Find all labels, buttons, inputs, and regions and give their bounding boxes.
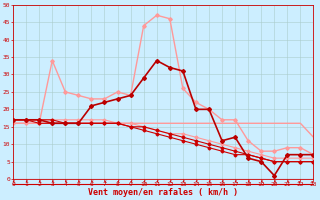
X-axis label: Vent moyen/en rafales ( km/h ): Vent moyen/en rafales ( km/h ) (88, 188, 238, 197)
